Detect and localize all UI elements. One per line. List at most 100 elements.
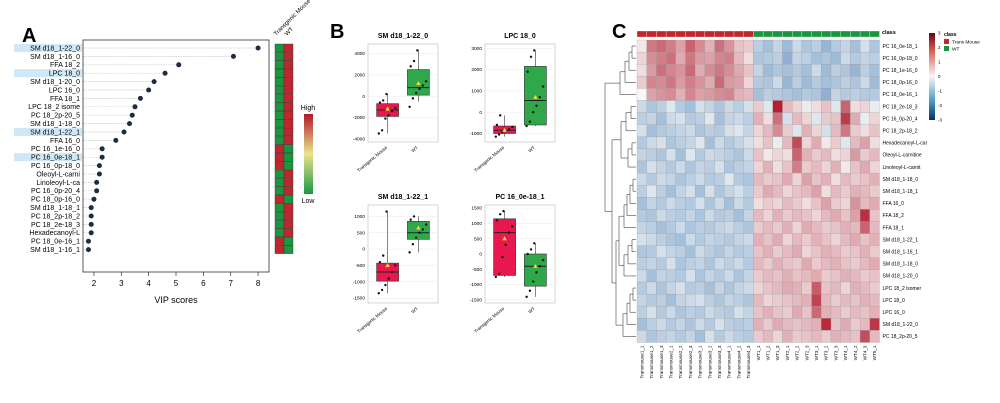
- heatmap-cell: [762, 64, 773, 77]
- panel-c: C class PC 16_0e-18_1 PC 16_0p-18_0 PC 18_…: [604, 21, 980, 379]
- heatmap-cell: [636, 100, 647, 113]
- boxplot-box: [524, 253, 547, 287]
- heatmap-cell: [636, 136, 647, 150]
- heatmap-cell: [850, 209, 861, 222]
- heatmap-cell: [792, 172, 803, 186]
- heatmap-cell: [821, 100, 832, 113]
- vip-row-label: LPC 18_2 isome: [28, 104, 80, 111]
- heatmap-cell: [830, 136, 841, 150]
- vip-row-label: SM d18_1-16_1: [30, 247, 80, 254]
- heatmap-cell: [850, 148, 861, 162]
- heatmap-cell: [830, 88, 841, 101]
- heatmap-cell: [724, 136, 735, 150]
- heatmap-cell: [792, 281, 803, 295]
- heatmap-cell: [782, 318, 793, 331]
- heatmap-cell: [821, 39, 832, 53]
- heatmap-cell: [782, 281, 793, 295]
- boxplot-point: [418, 87, 421, 90]
- class-bar-cell: [830, 30, 841, 38]
- boxplot-ytick: -500: [472, 267, 482, 273]
- heatmap-row-label: Linoleoyl-L-carnit: [883, 165, 922, 171]
- heatmap-cell: [821, 281, 832, 295]
- heatmap-cell: [830, 209, 841, 222]
- heatmap-cell: [782, 112, 793, 125]
- vip-point: [91, 196, 97, 202]
- heatmap-cell: [811, 160, 822, 174]
- heatmap-col-label: WT3_2: [824, 345, 829, 360]
- vip-cell-transgenic: [274, 194, 285, 204]
- vip-cell-transgenic: [274, 77, 285, 86]
- heatmap-cell: [733, 306, 744, 319]
- vip-tick-label: 6: [201, 279, 206, 288]
- heatmap-cell: [743, 257, 754, 271]
- boxplot-ytick: 0: [362, 247, 365, 253]
- heatmap-cell: [821, 136, 832, 150]
- heatmap-cell: [665, 160, 676, 174]
- heatmap-cell: [772, 185, 783, 198]
- heatmap-cell: [772, 124, 783, 137]
- heatmap-row-label: FFA 16_0: [883, 201, 905, 207]
- heatmap-cell: [714, 221, 725, 234]
- heatmap-cell: [646, 64, 657, 77]
- heatmap-cell: [762, 172, 773, 186]
- heatmap-cell: [811, 281, 822, 295]
- heatmap-cell: [685, 293, 696, 307]
- heatmap-row-label: PC 16_0e-18_1: [883, 44, 918, 50]
- heatmap-cell: [850, 293, 861, 307]
- heatmap-cell: [762, 51, 773, 65]
- vip-row-label: PC 16_1e-16_0: [31, 146, 80, 153]
- heatmap-col-label: Transmouse1_1: [639, 345, 644, 378]
- heatmap-cell: [762, 245, 773, 258]
- heatmap-cell: [840, 124, 851, 137]
- heatmap-cell: [762, 76, 773, 89]
- vip-point: [88, 213, 94, 219]
- heat-scale-tick: 1: [938, 60, 941, 65]
- boxplot-point: [533, 242, 536, 245]
- heatmap-cell: [792, 148, 803, 162]
- heatmap-cell: [685, 221, 696, 234]
- vip-label-highlight: [14, 44, 82, 52]
- boxplot-point: [529, 55, 533, 58]
- heatmap-row-label: Oleoyl-L-carnitine: [883, 153, 922, 159]
- boxplot-point: [538, 265, 541, 268]
- heatmap-cell: [685, 124, 696, 137]
- heatmap-cell: [665, 51, 676, 65]
- heatmap-cell: [733, 257, 744, 271]
- boxplot-frame: [367, 204, 439, 304]
- legend-wt: WT: [952, 47, 960, 53]
- boxplot-point: [532, 280, 535, 283]
- heatmap-cell: [733, 172, 744, 186]
- boxplot-ytick: 1000: [354, 214, 365, 220]
- vip-tick-label: 5: [174, 279, 179, 288]
- vip-cell-transgenic: [274, 110, 285, 120]
- heatmap-cell: [656, 209, 667, 222]
- heatmap-cell: [695, 245, 706, 258]
- heatmap-cell: [695, 76, 706, 89]
- heatmap-cell: [772, 76, 783, 89]
- heatmap-cell: [704, 318, 715, 331]
- heatmap-cell: [859, 88, 870, 101]
- heatmap-cell: [656, 269, 667, 283]
- heatmap-cell: [811, 148, 822, 162]
- heatmap-cell: [743, 76, 754, 89]
- heatmap-cell: [753, 172, 764, 186]
- heatmap-cell: [869, 136, 880, 150]
- heatmap-cell: [675, 124, 686, 137]
- heatmap-cell: [733, 88, 744, 101]
- heatmap-cell: [762, 148, 773, 162]
- heatmap-cell: [656, 221, 667, 234]
- heatmap-cell: [724, 160, 735, 174]
- heatmap-cell: [869, 209, 880, 222]
- heatmap-cell: [695, 318, 706, 331]
- heatmap-cell: [762, 330, 773, 343]
- heatmap-cell: [704, 88, 715, 101]
- class-bar-cell: [656, 30, 667, 38]
- heatmap-cell: [782, 124, 793, 137]
- class-bar-cell: [733, 30, 744, 38]
- boxplot-ytick: 4000: [354, 51, 365, 57]
- heatmap-cell: [714, 257, 725, 271]
- vip-cell-transgenic: [274, 245, 285, 254]
- heatmap-cell: [695, 51, 706, 65]
- heatmap-col-label: WT2_3: [804, 345, 809, 360]
- heatmap-cell: [850, 160, 861, 174]
